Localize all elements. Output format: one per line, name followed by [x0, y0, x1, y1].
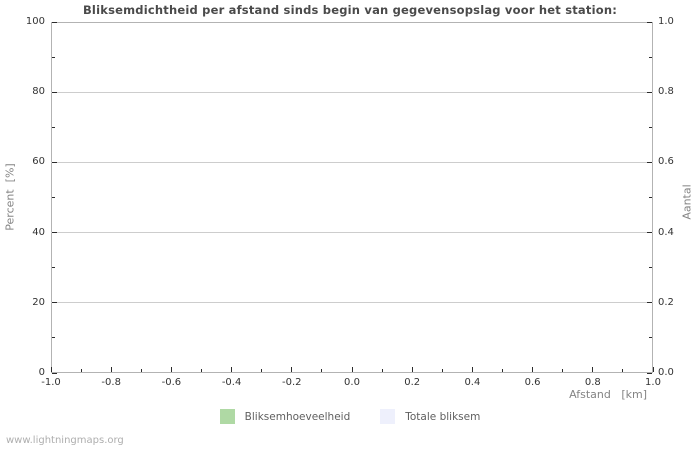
y-right-tick-label: 0.2 [658, 296, 674, 308]
y-right-tick-label: 0.8 [658, 86, 674, 98]
legend: Bliksemhoeveelheid Totale bliksem [0, 409, 700, 424]
y-right-tick-label: 0.4 [658, 226, 674, 238]
watermark-link[interactable]: www.lightningmaps.org [6, 435, 124, 446]
y-left-tick-label: 80 [32, 86, 45, 98]
y-right-tick-label: 0.6 [658, 156, 674, 168]
legend-label: Totale bliksem [405, 410, 481, 423]
legend-swatch [219, 409, 235, 424]
x-tick-label: 0.2 [404, 377, 421, 388]
y-left-tick-label: 0 [38, 367, 45, 378]
x-tick-label: 0.4 [464, 377, 481, 388]
legend-label: Bliksemhoeveelheid [244, 410, 351, 423]
plot-area [51, 22, 653, 373]
x-tick-label: -0.4 [221, 377, 242, 388]
x-tick-label: -0.6 [161, 377, 182, 388]
x-tick-label: 0.6 [524, 377, 541, 388]
legend-swatch [380, 409, 396, 424]
legend-item: Bliksemhoeveelheid [219, 409, 351, 424]
x-tick-label: -0.2 [282, 377, 302, 388]
chart-title: Bliksemdichtheid per afstand sinds begin… [82, 3, 618, 17]
y-left-tick-label: 20 [32, 296, 45, 308]
x-tick-label: 0.0 [344, 377, 360, 388]
x-tick-label: -1.0 [41, 377, 61, 388]
x-tick-label: -0.8 [101, 377, 121, 388]
y-right-tick-label: 1.0 [658, 16, 674, 27]
y-axis-right-label: Aantal [680, 184, 694, 220]
legend-item: Totale bliksem [380, 409, 480, 424]
y-axis-left-label: Percent [%] [3, 163, 17, 231]
x-axis-label: Afstand [km] [569, 388, 647, 401]
y-left-tick-label: 100 [25, 16, 45, 27]
y-right-tick-label: 0.0 [658, 367, 674, 378]
